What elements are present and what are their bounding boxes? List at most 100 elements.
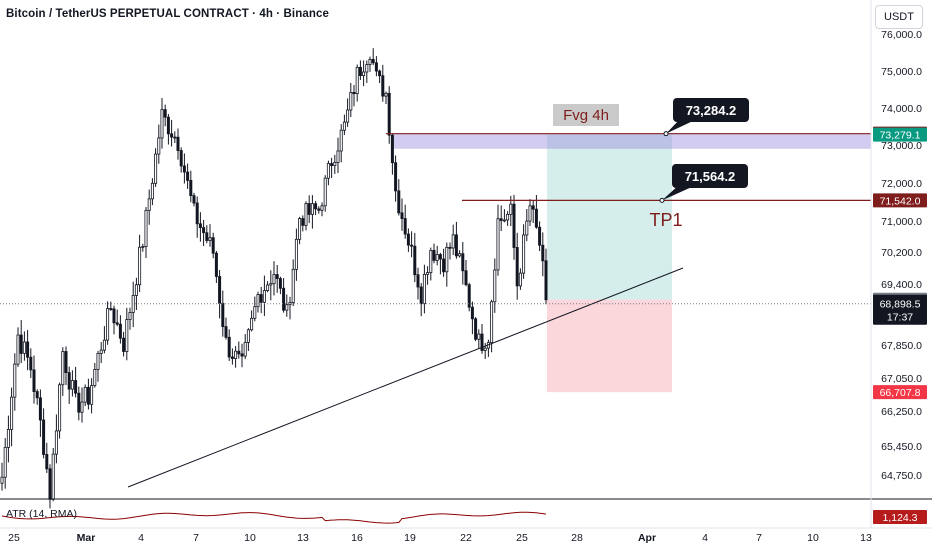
candle-body: [525, 220, 529, 236]
candle-body: [534, 208, 538, 228]
candle-body: [480, 333, 484, 351]
candle-body: [362, 71, 366, 76]
candle-body: [74, 380, 78, 394]
candle-body: [99, 349, 103, 354]
candle-body: [531, 205, 535, 210]
candle-body: [35, 391, 39, 399]
y-tick-label: 67,050.0: [881, 373, 922, 385]
countdown-label: 17:37: [887, 312, 913, 324]
profit-zone: [547, 134, 672, 300]
candle-body: [470, 306, 474, 320]
candle-body: [70, 380, 74, 390]
candle-body: [237, 350, 241, 355]
stop-zone: [547, 299, 672, 393]
candle-body: [224, 326, 228, 338]
candle-body: [458, 253, 462, 257]
candle-body: [454, 234, 458, 257]
callout-high-pointer: [666, 118, 695, 134]
candle-body: [432, 249, 436, 261]
price-tag-label: 66,707.8: [880, 387, 921, 399]
candle-body: [45, 454, 49, 470]
candle-body: [499, 218, 503, 221]
current-price-tag: [873, 294, 927, 325]
atr-line: [1, 511, 547, 524]
candle-body: [461, 253, 465, 272]
position-zones: [393, 133, 871, 393]
candle-body: [128, 312, 132, 320]
callout-tp-text: 71,564.2: [685, 169, 736, 184]
candle-body: [173, 136, 177, 139]
candle-body: [51, 453, 55, 500]
candle-body: [202, 227, 206, 234]
fvg-label: Fvg 4h: [563, 107, 609, 124]
candle-body: [282, 287, 286, 311]
candle-body: [96, 353, 100, 370]
x-tick-label: 28: [571, 532, 583, 544]
price-tag-label: 73,279.1: [880, 130, 921, 142]
candle-body: [506, 213, 510, 221]
candle-body: [394, 162, 398, 192]
candle-body: [397, 190, 401, 214]
candle-body: [298, 218, 302, 240]
candle-body: [230, 356, 234, 359]
candle-body: [275, 274, 279, 279]
candle-body: [109, 308, 113, 310]
candle-body: [64, 351, 68, 374]
candle-body: [502, 219, 506, 222]
y-tick-label: 75,000.0: [881, 66, 922, 78]
atr-tag: [873, 510, 927, 524]
candle-body: [10, 396, 14, 430]
x-tick-label: 7: [193, 532, 199, 544]
candle-body: [381, 75, 385, 97]
y-tick-label: 73,000.0: [881, 140, 922, 152]
candle-body: [317, 208, 321, 211]
candle-body: [77, 392, 81, 413]
candle-body: [86, 386, 90, 405]
atr-pane: [0, 498, 932, 524]
candle-body: [13, 363, 17, 398]
candle-body: [90, 385, 94, 405]
candle-body: [342, 121, 346, 131]
candle-body: [365, 64, 369, 73]
candle-body: [483, 347, 487, 351]
candle-body: [490, 301, 494, 343]
candle-body: [93, 368, 97, 386]
atr-indicator-label[interactable]: ATR (14, RMA): [6, 508, 77, 520]
candle-body: [384, 92, 388, 97]
candle-body: [166, 116, 170, 135]
candle-body: [474, 318, 478, 340]
x-tick-label: 7: [756, 532, 762, 544]
candle-body: [413, 245, 417, 276]
candle-body: [496, 218, 500, 271]
candle-body: [54, 430, 58, 455]
candle-body: [403, 218, 407, 235]
candle-body: [467, 284, 471, 308]
candle-body: [291, 268, 295, 303]
candle-body: [214, 252, 218, 277]
candle-body: [416, 274, 420, 288]
currency-button[interactable]: USDT: [875, 5, 923, 29]
candle-body: [371, 59, 375, 64]
candle-body: [509, 203, 513, 215]
candle-body: [198, 223, 202, 229]
candle-body: [42, 419, 46, 455]
candle-body: [426, 272, 430, 275]
candle-body: [541, 244, 545, 262]
candle-body: [243, 341, 247, 357]
y-tick-label: 72,000.0: [881, 178, 922, 190]
candle-body: [38, 397, 42, 421]
candle-body: [528, 205, 532, 222]
candle-body: [16, 334, 20, 365]
y-tick-label: 67,850.0: [881, 340, 922, 352]
candle-body: [429, 249, 433, 273]
candle-body: [314, 203, 318, 210]
candle-body: [448, 246, 452, 249]
x-tick-label: 13: [297, 532, 309, 544]
candle-body: [80, 401, 84, 413]
candle-body: [269, 283, 273, 286]
x-tick-label: 22: [460, 532, 472, 544]
candle-body: [221, 302, 225, 328]
candle-body: [355, 66, 359, 95]
